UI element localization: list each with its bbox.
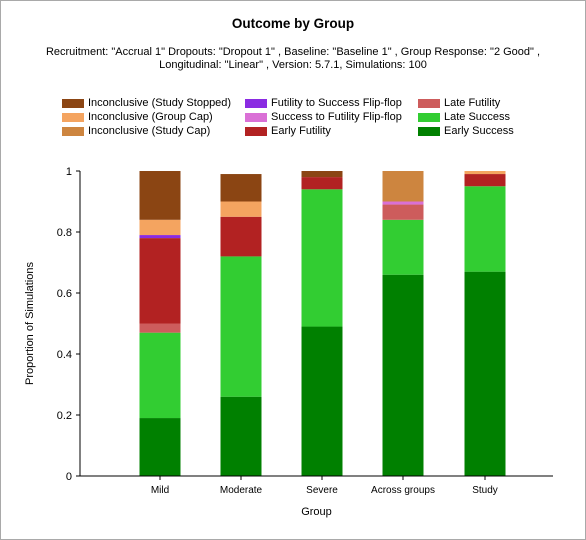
legend-item-early-futility: Early Futility: [245, 124, 331, 138]
legend-swatch: [245, 98, 267, 108]
chart-title: Outcome by Group: [231, 16, 355, 31]
bar-moderate-inconclusive-group-cap: [220, 201, 262, 217]
legend-item-success-to-futility-flip-flop: Success to Futility Flip-flop: [245, 110, 402, 124]
bar-severe-early-futility: [301, 177, 343, 190]
legend-swatch: [245, 112, 267, 122]
legend-swatch: [62, 98, 84, 108]
legend-swatch: [418, 112, 440, 122]
bar-across-groups-inconclusive-study-cap: [382, 171, 424, 202]
legend-label: Success to Futility Flip-flop: [271, 111, 402, 123]
bar-across-groups-late-success: [382, 219, 424, 275]
legend-swatch: [245, 126, 267, 136]
x-tick-label-study: Study: [472, 485, 498, 496]
legend-label: Early Futility: [271, 125, 331, 137]
legend-swatch: [62, 112, 84, 122]
legend-label: Early Success: [444, 125, 514, 137]
chart-legend: Inconclusive (Study Stopped) Futility to …: [62, 96, 562, 140]
legend-label: Inconclusive (Study Stopped): [88, 97, 232, 109]
y-tick-label: 1: [66, 166, 72, 178]
y-axis-title: Proportion of Simulations: [24, 262, 36, 385]
x-axis-title: Group: [301, 506, 332, 518]
bar-moderate-inconclusive-study-stopped: [220, 174, 262, 202]
bar-mild-early-futility: [139, 238, 181, 324]
legend-swatch: [418, 98, 440, 108]
y-tick-label: 0: [66, 471, 72, 483]
x-tick-label-severe: Severe: [306, 485, 338, 496]
legend-item-late-futility: Late Futility: [418, 96, 500, 110]
legend-item-inconclusive-study-cap: Inconclusive (Study Cap): [62, 124, 210, 138]
bar-study-inconclusive-group-cap: [464, 171, 506, 175]
bar-severe-inconclusive-study-stopped: [301, 171, 343, 178]
legend-label: Late Success: [444, 111, 511, 123]
bar-severe-late-success: [301, 189, 343, 327]
subtitle-line-2: Longitudinal: "Linear" , Version: 5.7.1,…: [159, 59, 427, 71]
bar-mild-late-success: [139, 332, 181, 419]
y-tick-label: 0.2: [57, 410, 72, 422]
legend-item-inconclusive-group-cap: Inconclusive (Group Cap): [62, 110, 213, 124]
bar-mild-inconclusive-study-stopped: [139, 171, 181, 220]
bar-moderate-late-success: [220, 256, 262, 397]
bar-moderate-early-success: [220, 396, 262, 476]
legend-item-late-success: Late Success: [418, 110, 510, 124]
x-tick-label-mild: Mild: [151, 485, 169, 496]
bar-moderate-early-futility: [220, 216, 262, 257]
legend-label: Late Futility: [444, 97, 501, 109]
legend-label: Inconclusive (Group Cap): [88, 111, 213, 123]
subtitle-line-1: Recruitment: "Accrual 1" Dropouts: "Drop…: [45, 46, 541, 58]
bar-study-late-success: [464, 186, 506, 272]
y-tick-label: 0.4: [57, 349, 72, 361]
bar-across-groups-late-futility: [382, 204, 424, 220]
y-tick-label: 0.8: [57, 227, 72, 239]
bar-severe-early-success: [301, 326, 343, 476]
legend-item-early-success: Early Success: [418, 124, 514, 138]
bar-mild-inconclusive-group-cap: [139, 219, 181, 236]
legend-item-futility-to-success-flip-flop: Futility to Success Flip-flop: [245, 96, 402, 110]
bar-study-early-success: [464, 271, 506, 476]
x-tick-label-moderate: Moderate: [220, 485, 263, 496]
bar-mild-futility-to-success-flip-flop: [139, 235, 181, 239]
bar-across-groups-early-success: [382, 274, 424, 476]
legend-label: Futility to Success Flip-flop: [271, 97, 402, 109]
legend-item-inconclusive-study-stopped: Inconclusive (Study Stopped): [62, 96, 231, 110]
legend-swatch: [62, 126, 84, 136]
bar-mild-early-success: [139, 418, 181, 476]
legend-label: Inconclusive (Study Cap): [88, 125, 211, 137]
y-tick-label: 0.6: [57, 288, 72, 300]
bar-mild-late-futility: [139, 323, 181, 333]
chart-subtitle: Recruitment: "Accrual 1" Dropouts: "Drop…: [40, 46, 546, 72]
x-tick-label-across-groups: Across groups: [371, 485, 435, 496]
legend-swatch: [418, 126, 440, 136]
bar-across-groups-success-to-futility-flip-flop: [382, 201, 424, 205]
bar-study-early-futility: [464, 174, 506, 187]
